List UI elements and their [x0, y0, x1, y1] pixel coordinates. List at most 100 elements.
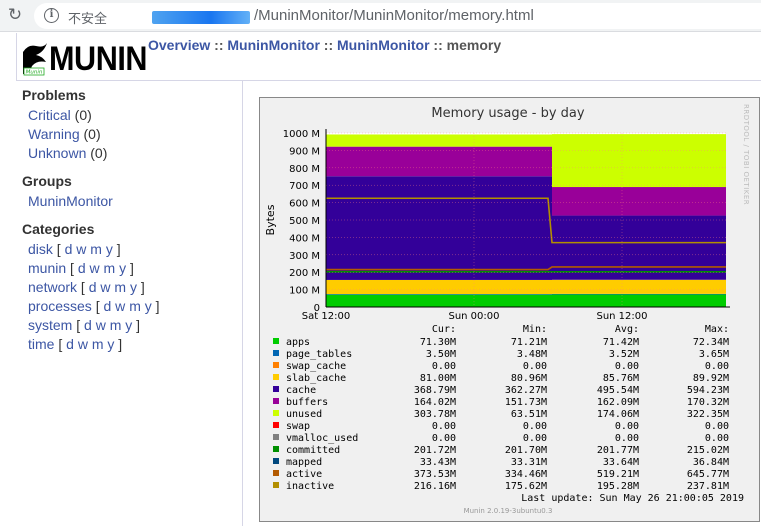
breadcrumb-sep: ::	[429, 37, 447, 53]
problem-unknown-link[interactable]: Unknown	[28, 145, 87, 161]
problem-unknown-count: (0)	[90, 145, 108, 161]
category-list: disk [ d w m y ] munin [ d w m y ] network…	[22, 240, 160, 354]
breadcrumb-host[interactable]: MuninMonitor	[337, 37, 430, 53]
problem-critical-link[interactable]: Critical	[28, 107, 71, 123]
url-text[interactable]: /MuninMonitor/MuninMonitor/memory.html	[254, 7, 534, 24]
category-processes-link[interactable]: processes	[28, 298, 92, 314]
legend-name-swap_cache: swap_cache	[286, 361, 346, 372]
problem-critical-count: (0)	[74, 107, 92, 123]
header-divider	[16, 80, 761, 81]
category-network-period-w[interactable]: w	[100, 279, 111, 295]
legend-value-vmalloc_used: 0.00	[432, 433, 456, 444]
legend-value-apps: 71.30M	[420, 337, 456, 348]
area-cache	[326, 176, 552, 280]
category-network-link[interactable]: network	[28, 279, 78, 295]
category-system-period-m[interactable]: m	[109, 317, 122, 333]
category-system-link[interactable]: system	[28, 317, 73, 333]
y-tick-label: 300 M	[289, 251, 320, 262]
category-disk-link[interactable]: disk	[28, 241, 53, 257]
legend-swatch-page_tables	[273, 350, 279, 356]
bracket: ]	[151, 298, 160, 314]
legend-value-vmalloc_used: 0.00	[615, 433, 639, 444]
category-munin-period-m[interactable]: m	[103, 260, 116, 276]
category-system-period-w[interactable]: w	[95, 317, 106, 333]
category-time-link[interactable]: time	[28, 336, 55, 352]
y-tick-label: 500 M	[289, 216, 320, 227]
category-time-period-m[interactable]: m	[91, 336, 104, 352]
legend-value-swap: 0.00	[523, 421, 547, 432]
area-page_tables	[552, 293, 726, 295]
bracket: [	[77, 279, 89, 295]
legend-value-slab_cache: 89.92M	[693, 373, 729, 384]
category-system-period-d[interactable]: d	[84, 317, 92, 333]
legend-value-cache: 594.23M	[687, 385, 729, 396]
omnibox[interactable]: i 不安全 /MuninMonitor/MuninMonitor/memory.…	[34, 3, 761, 29]
category-processes-period-w[interactable]: w	[115, 298, 126, 314]
category-processes-period-y[interactable]: y	[144, 298, 152, 314]
y-tick-label: 1000 M	[283, 129, 320, 140]
category-disk-period-w[interactable]: w	[76, 241, 87, 257]
svg-text:Munin: Munin	[26, 70, 43, 76]
legend-value-page_tables: 3.50M	[426, 349, 456, 360]
legend-value-buffers: 162.09M	[597, 397, 639, 408]
legend-name-inactive: inactive	[286, 481, 334, 492]
munin-logo[interactable]: Munin MUNIN	[22, 40, 147, 78]
line-active	[326, 266, 726, 271]
breadcrumb-sep: ::	[319, 37, 338, 53]
area-apps	[326, 294, 552, 307]
legend-value-inactive: 237.81M	[687, 481, 729, 492]
problems-section: Problems Critical (0) Warning (0) Unknow…	[22, 86, 107, 163]
breadcrumb-domain[interactable]: MuninMonitor	[227, 37, 320, 53]
legend-value-slab_cache: 85.76M	[603, 373, 639, 384]
legend-value-unused: 63.51M	[511, 409, 547, 420]
info-icon[interactable]: i	[44, 8, 59, 23]
area-apps	[552, 294, 726, 307]
legend-value-buffers: 170.32M	[687, 397, 729, 408]
insecure-label[interactable]: 不安全	[68, 11, 108, 26]
legend-value-vmalloc_used: 0.00	[523, 433, 547, 444]
category-processes: processes [ d w m y ]	[22, 297, 160, 316]
category-time-period-y[interactable]: y	[107, 336, 115, 352]
legend-value-vmalloc_used: 0.00	[705, 433, 729, 444]
area-buffers	[326, 146, 552, 177]
legend-swatch-apps	[273, 338, 279, 344]
legend-name-cache: cache	[286, 385, 316, 396]
legend-swatch-slab_cache	[273, 374, 279, 380]
breadcrumb-overview[interactable]: Overview	[148, 37, 211, 53]
category-processes-period-d[interactable]: d	[103, 298, 112, 314]
category-disk-period-y[interactable]: y	[105, 241, 113, 257]
category-time-period-w[interactable]: w	[77, 336, 88, 352]
browser-address-bar: ↻ i 不安全 /MuninMonitor/MuninMonitor/memor…	[0, 0, 761, 32]
category-system-period-y[interactable]: y	[125, 317, 133, 333]
memory-graph[interactable]: 1000 M 900 M 800 M 700 M 600 M 500 M 400 M 300 …	[259, 97, 760, 522]
legend-value-swap_cache: 0.00	[615, 361, 639, 372]
category-disk-period-m[interactable]: m	[90, 241, 102, 257]
chart-title: Memory usage - by day	[431, 106, 584, 121]
category-munin-link[interactable]: munin	[28, 260, 67, 276]
legend-swatch-swap_cache	[273, 362, 279, 368]
line-inactive	[326, 197, 726, 244]
legend-name-buffers: buffers	[286, 397, 328, 408]
group-link[interactable]: MuninMonitor	[28, 193, 113, 209]
category-network-period-m[interactable]: m	[114, 279, 127, 295]
category-disk-period-d[interactable]: d	[64, 241, 73, 257]
groups-heading: Groups	[22, 173, 72, 189]
category-munin-period-d[interactable]: d	[77, 260, 86, 276]
category-munin-period-w[interactable]: w	[89, 260, 100, 276]
legend-value-inactive: 175.62M	[505, 481, 547, 492]
category-processes-period-m[interactable]: m	[129, 298, 141, 314]
category-network-period-d[interactable]: d	[88, 279, 97, 295]
legend-value-mapped: 33.31M	[511, 457, 547, 468]
legend-value-swap: 0.00	[705, 421, 729, 432]
category-munin-period-y[interactable]: y	[119, 260, 127, 276]
category-time-period-d[interactable]: d	[66, 336, 74, 352]
groups-section: Groups MuninMonitor	[22, 172, 113, 211]
y-tick-label: 900 M	[289, 146, 320, 157]
x-tick-label: Sun 00:00	[448, 311, 499, 322]
reload-icon[interactable]: ↻	[7, 5, 23, 24]
category-network-period-y[interactable]: y	[129, 279, 137, 295]
legend-value-buffers: 151.73M	[505, 397, 547, 408]
legend-value-committed: 201.72M	[414, 445, 456, 456]
legend-value-mapped: 36.84M	[693, 457, 729, 468]
problem-warning-link[interactable]: Warning	[28, 126, 80, 142]
